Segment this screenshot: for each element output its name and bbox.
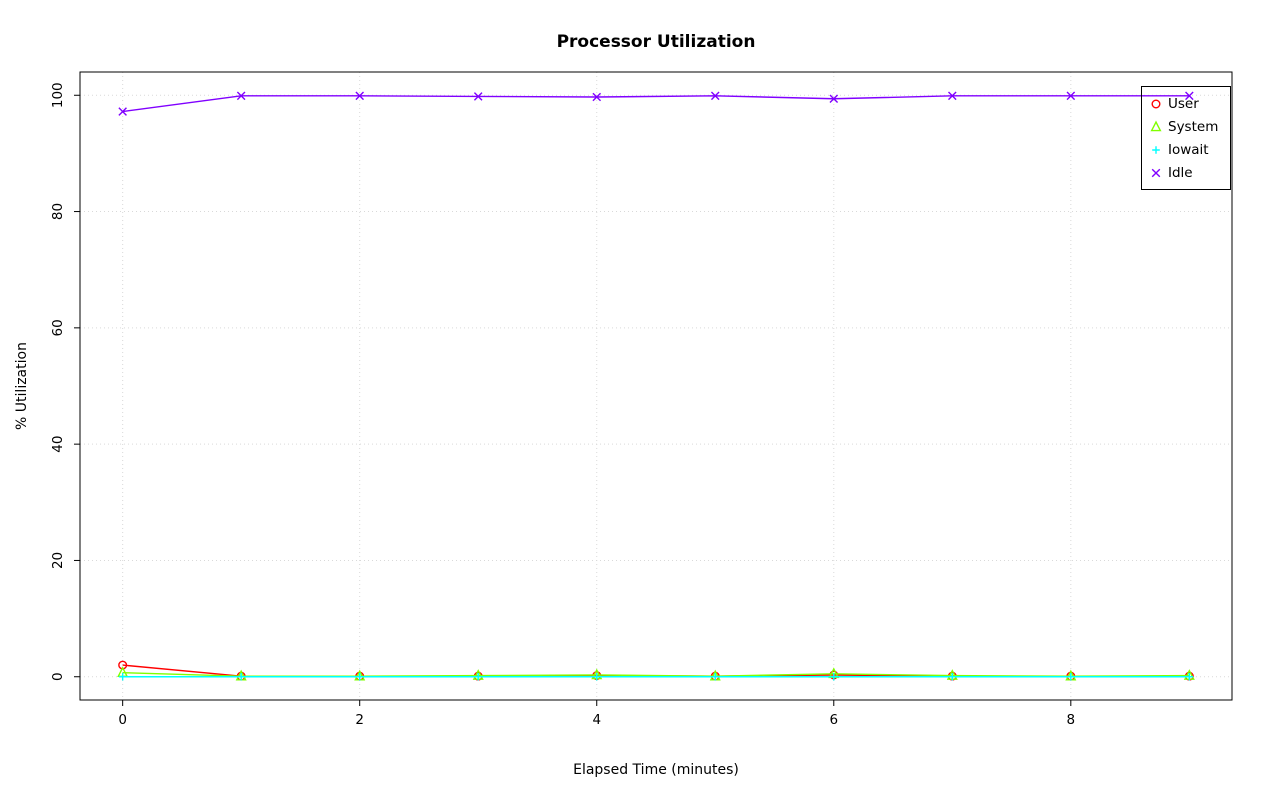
series-line-idle: [122, 95, 1190, 113]
data-point-iowait: [829, 672, 838, 681]
data-point-iowait: [711, 672, 720, 681]
chart-title: Processor Utilization: [556, 32, 756, 52]
y-tick-label: 100: [50, 82, 66, 108]
legend-label: Idle: [1168, 164, 1193, 181]
x-tick-label: 2: [355, 712, 364, 728]
data-point-idle: [118, 107, 127, 116]
idle-marker-icon: [1151, 168, 1161, 177]
x-tick-label: 8: [1067, 712, 1076, 728]
legend-label: System: [1168, 118, 1219, 135]
system-marker-glyph: [1150, 120, 1162, 131]
legend: User System Iowait Idle: [1141, 86, 1231, 190]
data-point-idle: [829, 94, 839, 104]
data-point-idle: [948, 91, 957, 101]
legend-item-iowait: Iowait: [1148, 138, 1230, 161]
system-marker-icon: [1150, 120, 1162, 131]
data-point-iowait: [237, 672, 245, 681]
iowait-marker-icon: [1152, 145, 1160, 154]
legend-label: User: [1168, 95, 1199, 112]
idle-marker-glyph: [1151, 168, 1161, 177]
x-tick-label: 0: [118, 712, 127, 728]
plot-border: [79, 71, 1233, 701]
data-point-iowait: [355, 672, 364, 681]
data-point-idle: [355, 91, 364, 101]
data-point-iowait: [1067, 672, 1075, 681]
x-tick-label: 4: [592, 712, 601, 728]
legend-item-user: User: [1148, 92, 1230, 115]
y-tick-label: 40: [50, 436, 66, 453]
y-tick-label: 80: [50, 203, 66, 220]
legend-label: Iowait: [1168, 141, 1209, 158]
data-point-idle: [473, 92, 483, 101]
data-point-iowait: [474, 672, 483, 681]
data-point-idle: [236, 91, 246, 101]
data-point-iowait: [1185, 672, 1194, 681]
x-tick-label: 6: [829, 712, 838, 728]
data-point-iowait: [948, 672, 957, 681]
user-marker-icon: [1151, 98, 1161, 108]
data-point-iowait: [592, 672, 601, 681]
data-point-idle: [1185, 91, 1194, 101]
y-tick-label: 20: [50, 552, 66, 569]
data-point-iowait: [118, 672, 127, 681]
legend-item-system: System: [1148, 115, 1230, 138]
iowait-marker-glyph: [1152, 145, 1160, 154]
y-axis-label: % Utilization: [14, 342, 30, 430]
user-marker-glyph: [1151, 98, 1161, 108]
data-point-idle: [1066, 91, 1076, 101]
data-point-idle: [592, 92, 602, 102]
x-axis-label: Elapsed Time (minutes): [573, 762, 739, 778]
series-line-user: [122, 664, 1190, 677]
y-tick-label: 0: [50, 672, 66, 681]
legend-item-idle: Idle: [1148, 161, 1230, 184]
data-point-idle: [710, 91, 720, 101]
series-line-system: [122, 671, 1190, 677]
y-tick-label: 60: [50, 319, 66, 336]
